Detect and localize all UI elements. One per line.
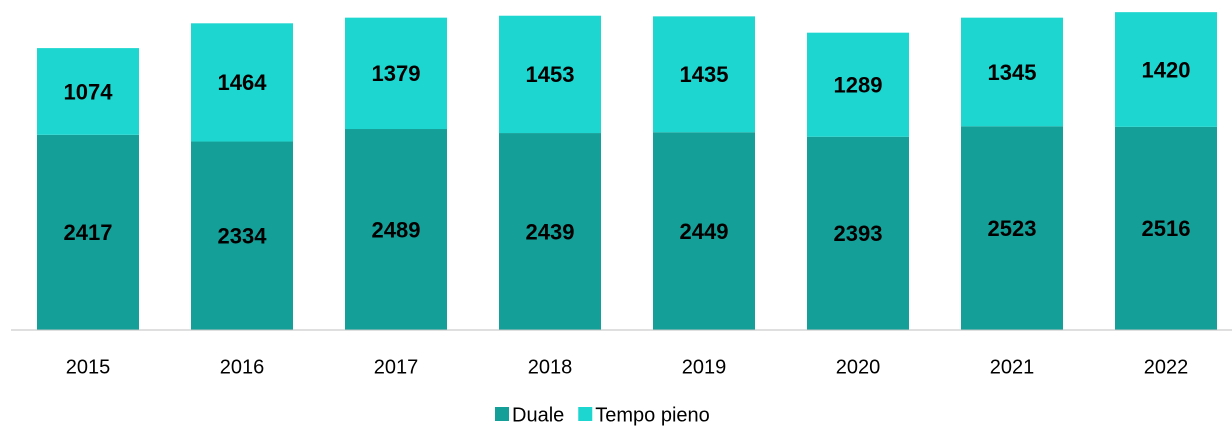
bar-segment	[345, 129, 447, 330]
legend-swatch	[578, 407, 593, 421]
x-tick-label: 2021	[990, 356, 1035, 378]
x-tick-label: 2022	[1144, 356, 1189, 378]
value-label: 2523	[988, 216, 1037, 241]
bar-segment	[499, 133, 601, 330]
value-label: 1464	[218, 70, 268, 95]
value-label: 1379	[372, 61, 421, 86]
legend-label: Duale	[512, 404, 564, 426]
value-label: 2489	[372, 217, 421, 242]
bar-segment	[345, 17, 447, 130]
value-label: 2417	[64, 220, 113, 245]
bar-segment	[807, 136, 909, 330]
bar-segment	[37, 134, 139, 330]
bar-segment	[653, 132, 755, 330]
bar-segment	[961, 17, 1063, 127]
x-tick-label: 2020	[836, 356, 881, 378]
value-label: 2393	[834, 221, 883, 246]
value-label: 1453	[526, 62, 575, 87]
bar-segment	[191, 141, 293, 330]
value-label: 1074	[64, 79, 114, 104]
legend-label: Tempo pieno	[595, 404, 710, 426]
x-tick-label: 2019	[682, 356, 727, 378]
legend-swatch	[495, 407, 509, 421]
value-label: 2449	[680, 219, 729, 244]
value-label: 1420	[1142, 57, 1191, 82]
x-tick-label: 2018	[528, 356, 573, 378]
value-label: 1435	[680, 62, 729, 87]
bar-segment	[807, 32, 909, 137]
value-label: 1289	[834, 73, 883, 98]
value-label: 2334	[218, 224, 268, 249]
value-label: 2516	[1142, 216, 1191, 241]
value-label: 2439	[526, 219, 575, 244]
bar-segment	[1115, 12, 1217, 127]
bar-segment	[961, 126, 1063, 330]
value-label: 1345	[988, 60, 1037, 85]
bar-segment	[191, 23, 293, 142]
bar-segment	[653, 16, 755, 133]
bar-segment	[1115, 126, 1217, 330]
bar-segment	[37, 48, 139, 135]
x-tick-label: 2015	[66, 356, 111, 378]
x-tick-label: 2017	[374, 356, 419, 378]
x-tick-label: 2016	[220, 356, 265, 378]
bar-segment	[499, 15, 601, 134]
